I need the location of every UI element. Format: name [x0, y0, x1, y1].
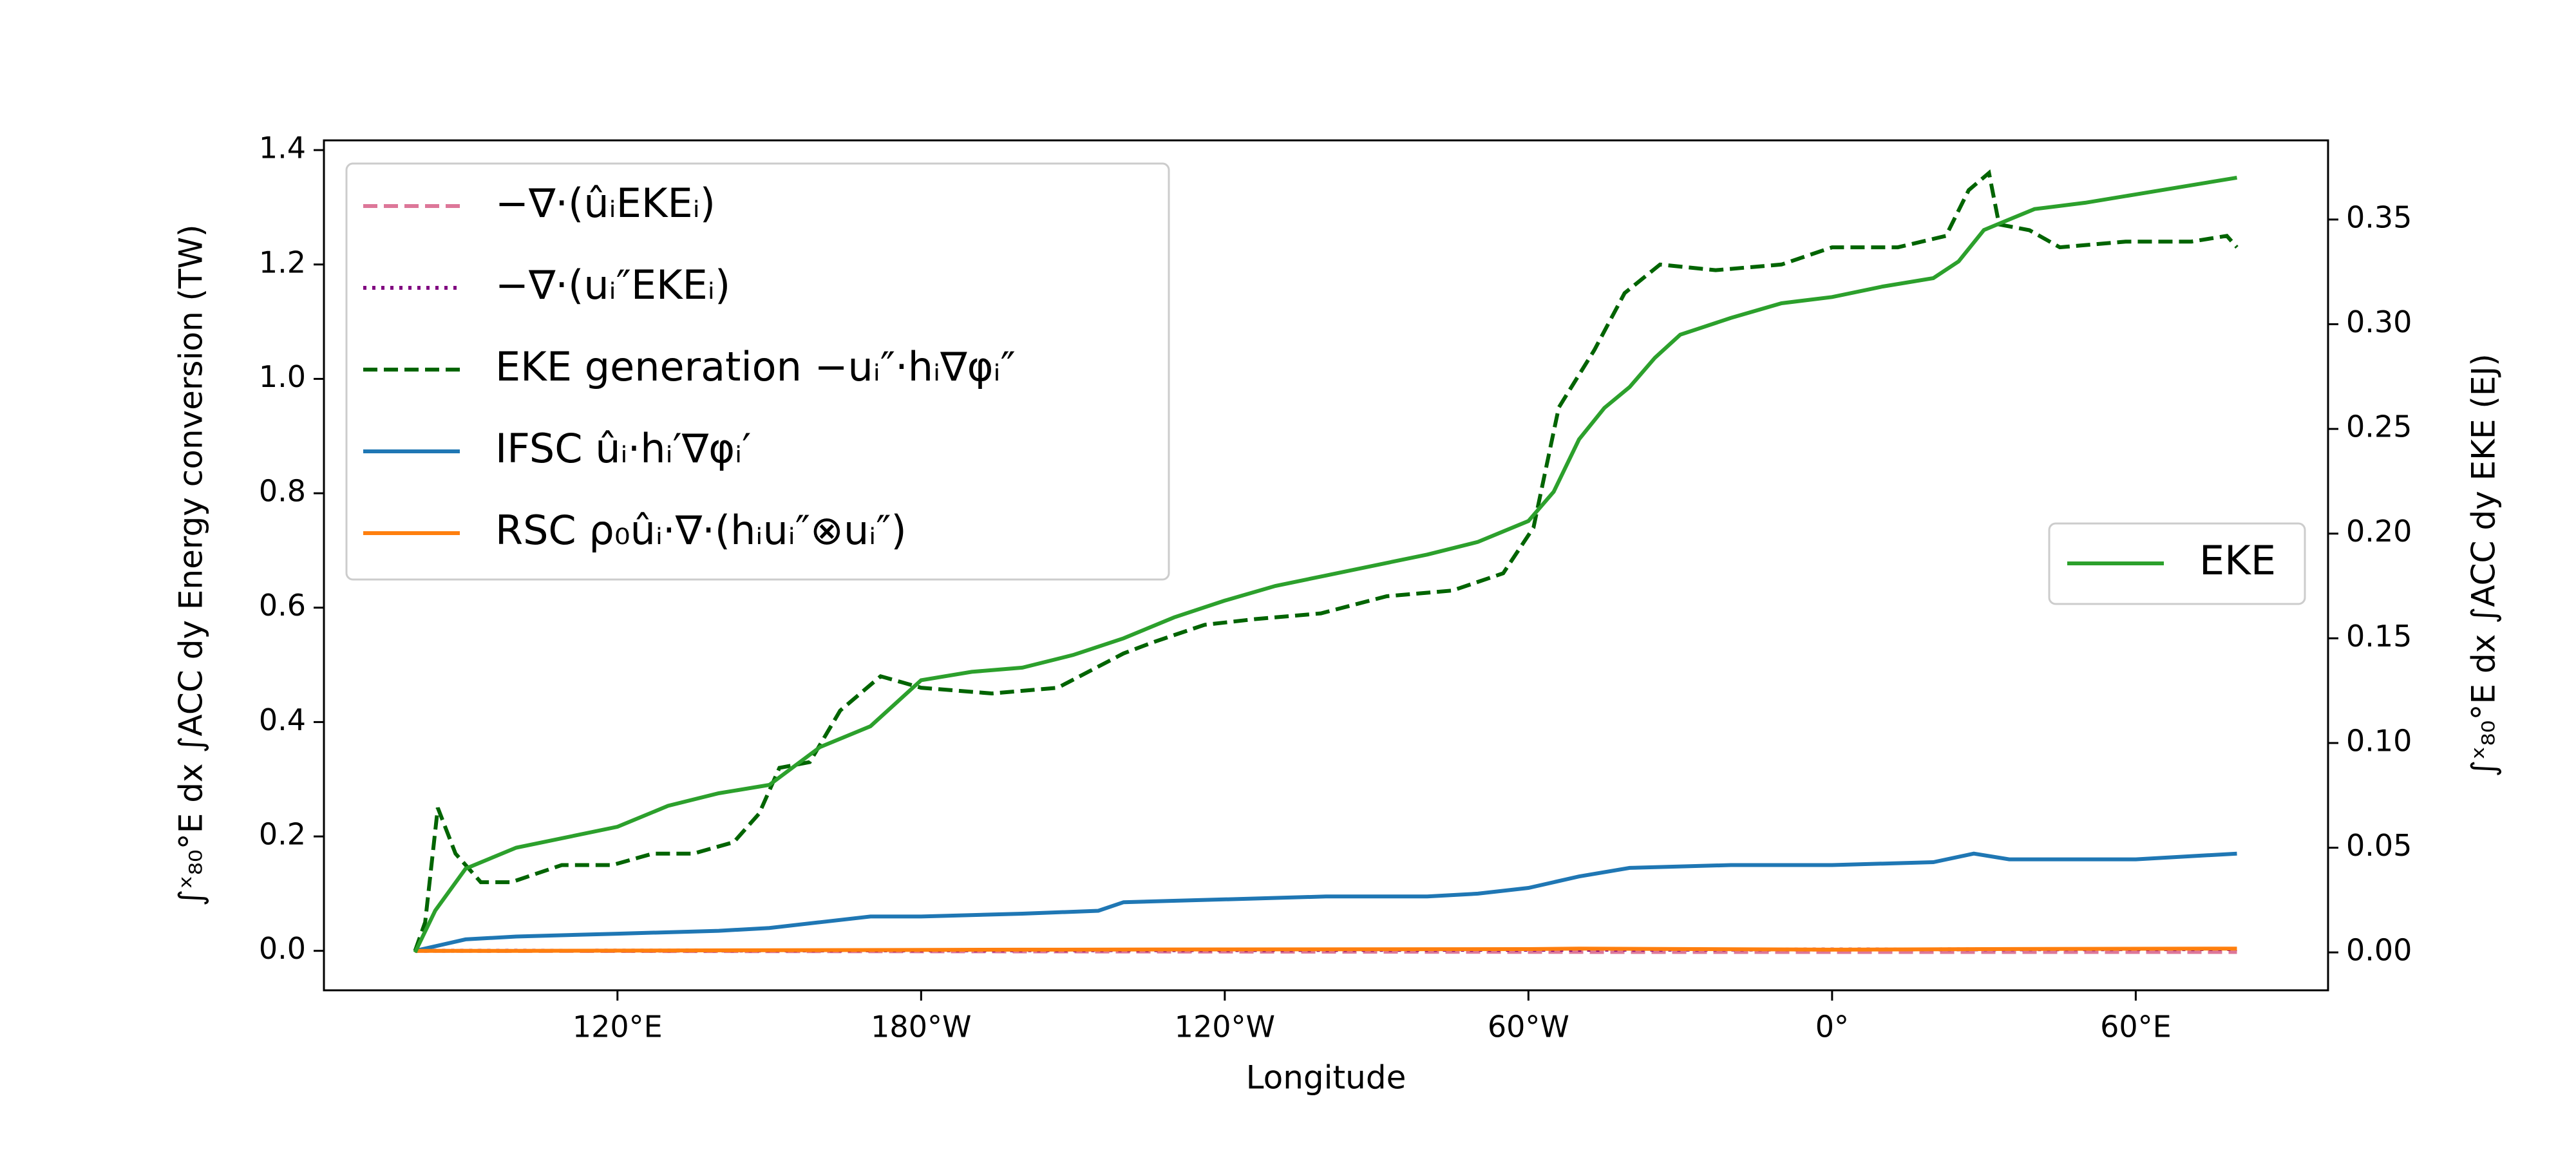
- y-tick-label: 1.2: [259, 245, 306, 279]
- x-tick-label: 0°: [1815, 1010, 1849, 1044]
- series-line: [414, 851, 2237, 953]
- y2-tick-label: 0.05: [2346, 828, 2412, 863]
- legend-label: IFSC ûᵢ·hᵢ′∇φᵢ′: [495, 425, 751, 472]
- x-tick-label: 60°W: [1488, 1010, 1569, 1044]
- series-line: [413, 175, 2237, 954]
- y-tick-label: 0.0: [259, 931, 306, 966]
- y-tick-label: 0.2: [259, 817, 306, 852]
- x-axis-label: Longitude: [1246, 1059, 1406, 1097]
- plot-frame: [323, 139, 2329, 992]
- y-tick-label: 0.4: [259, 702, 306, 737]
- legend-label: EKE: [2199, 537, 2276, 584]
- legend-label: EKE generation −uᵢ″·hᵢ∇φᵢ″: [495, 343, 1016, 390]
- series-line: [415, 947, 2237, 953]
- y-tick-label: 0.6: [259, 588, 306, 623]
- y2-tick-label: 0.00: [2346, 933, 2412, 968]
- legend-label: −∇·(ûᵢEKEᵢ): [495, 180, 715, 227]
- y-tick-label: 1.4: [259, 131, 306, 165]
- legend-box: [345, 162, 1170, 581]
- legend-label: RSC ρ₀ûᵢ·∇·(hᵢuᵢ″⊗uᵢ″): [495, 507, 907, 554]
- y-axis-label: ∫ˣ₈₀°E dx ∫ACC dy Energy conversion (TW): [173, 224, 210, 906]
- legend-box: [2048, 522, 2306, 605]
- y2-axis-label: ∫ˣ₈₀°E dx ∫ACC dy EKE (EJ): [2465, 353, 2503, 777]
- y2-tick-label: 0.10: [2346, 723, 2412, 758]
- legend-label: −∇·(uᵢ″EKEᵢ): [495, 261, 730, 308]
- y-tick-label: 0.8: [259, 474, 306, 509]
- y2-tick-label: 0.15: [2346, 619, 2412, 654]
- x-tick-label: 60°E: [2100, 1010, 2172, 1044]
- y-tick-label: 1.0: [259, 359, 306, 394]
- y2-tick-label: 0.30: [2346, 305, 2412, 339]
- x-tick-label: 120°E: [573, 1010, 663, 1044]
- y2-tick-label: 0.25: [2346, 410, 2412, 444]
- x-tick-label: 120°W: [1175, 1010, 1275, 1044]
- y2-tick-label: 0.35: [2346, 200, 2412, 234]
- series-line: [413, 169, 2239, 952]
- x-tick-label: 180°W: [871, 1010, 971, 1044]
- y2-tick-label: 0.20: [2346, 514, 2412, 549]
